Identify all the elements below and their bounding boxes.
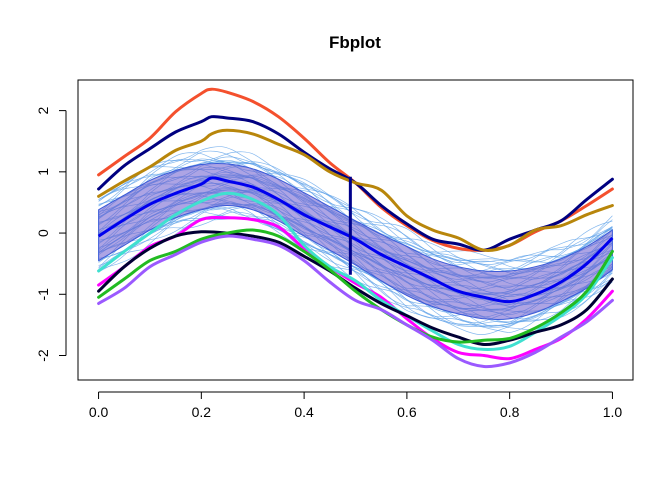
sample-curve: [98, 158, 613, 272]
series-line: [97, 191, 614, 351]
series-line: [97, 216, 614, 361]
series-line: [97, 128, 614, 252]
x-tick-label: 0.6: [397, 404, 417, 420]
y-tick-label: 2: [35, 107, 51, 115]
series-line: [97, 234, 614, 369]
central-region: [98, 162, 613, 320]
chart-title: Fbplot: [329, 33, 381, 52]
y-axis: -2 -1 0 1 2: [35, 107, 67, 362]
sample-curve: [98, 202, 613, 324]
median-curve: [97, 176, 614, 304]
y-tick-label: -1: [35, 288, 51, 301]
series-line: [97, 115, 614, 252]
y-tick-label: -2: [35, 349, 51, 362]
plot-area: [97, 87, 614, 369]
y-tick-label: 0: [35, 229, 51, 237]
x-tick-label: 0.2: [192, 404, 212, 420]
x-tick-label: 0.4: [294, 404, 314, 420]
highlighted-curves: [97, 87, 614, 369]
sample-curve: [98, 151, 613, 262]
plot-border: [77, 79, 634, 381]
sample-curve: [98, 206, 613, 328]
series-line: [97, 228, 614, 344]
y-tick-label: 1: [35, 168, 51, 176]
x-tick-label: 0.0: [89, 404, 109, 420]
x-axis: 0.0 0.2 0.4 0.6 0.8 1.0: [89, 391, 623, 420]
x-tick-label: 0.8: [500, 404, 520, 420]
sample-curve: [98, 218, 613, 331]
sample-curve: [98, 146, 613, 261]
x-tick-label: 1.0: [603, 404, 623, 420]
series-line: [97, 230, 614, 347]
sample-curve: [98, 152, 613, 263]
